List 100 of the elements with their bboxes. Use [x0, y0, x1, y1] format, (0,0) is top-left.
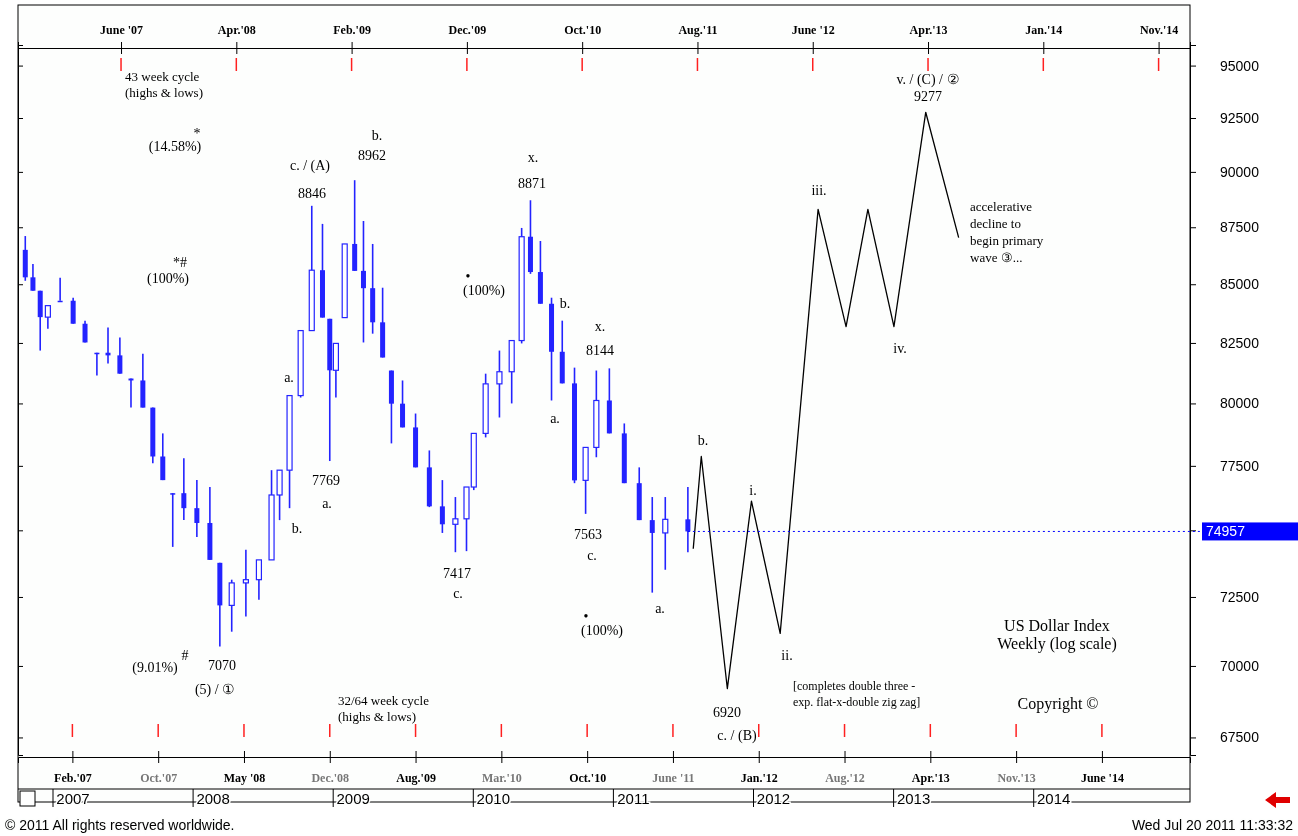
annotation: 7070: [208, 657, 236, 673]
x2-tick-label: Jan.'14: [1025, 23, 1063, 37]
annotation: c.: [453, 585, 463, 601]
candlestick: [496, 349, 503, 419]
annotation: b.: [291, 520, 303, 536]
annotation: (100%): [581, 622, 624, 639]
x-tick-label: May '08: [223, 770, 266, 785]
x2-tick-label: Dec.'09: [448, 23, 487, 37]
y-tick-label: 70000: [1220, 657, 1260, 674]
x-tick-label: Aug.'12: [825, 770, 865, 785]
x2-tick-label: Oct.'10: [564, 23, 602, 37]
candlestick: [255, 559, 263, 601]
annotation: b.: [559, 295, 571, 311]
annotation: [completes double three - exp. flat-x-double zig zag]: [793, 679, 921, 710]
annotation: i.: [749, 482, 757, 498]
x-tick-label: Aug.'09: [396, 770, 436, 785]
annotation: (14.58%): [148, 138, 202, 155]
candlestick: [117, 336, 123, 375]
annotation: *#: [173, 254, 187, 270]
y-tick-label: 80000: [1220, 395, 1260, 412]
text: 2014: [1037, 790, 1071, 808]
y-tick-label: 85000: [1220, 276, 1260, 293]
annotation: (5) / ①: [194, 681, 236, 698]
annotation: c.: [587, 547, 597, 563]
annotation: 32/64 week cycle (highs & lows): [338, 692, 430, 724]
x2-tick-label: June '07: [100, 23, 144, 37]
annotation: *: [193, 125, 201, 141]
x-tick-label: June '14: [1080, 770, 1124, 785]
x-tick-label: Dec.'08: [311, 770, 350, 785]
candlestick: [160, 432, 166, 481]
annotation: c. / (B): [717, 727, 757, 744]
annotation: 9277: [914, 88, 942, 104]
annotation: •: [465, 268, 471, 284]
candlestick: [662, 496, 669, 571]
annotation: ii.: [781, 647, 793, 663]
annotation: x.: [527, 149, 539, 165]
text: 2012: [756, 790, 791, 808]
annotation: Copyright ©: [1017, 694, 1099, 713]
candlestick: [70, 296, 76, 325]
annotation: accelerative decline to begin primary wave ③...: [970, 199, 1044, 266]
annotation: c. / (A): [289, 157, 331, 174]
candlestick: [44, 304, 51, 330]
y-tick-label: 90000: [1220, 163, 1260, 180]
x-tick-label: Apr.'13: [911, 770, 950, 785]
text: 2008: [196, 790, 230, 808]
y-tick-label: 95000: [1220, 57, 1260, 74]
annotation: x.: [594, 318, 606, 334]
candlestick: [228, 578, 235, 633]
x-tick-label: Oct.'10: [569, 770, 607, 785]
x2-tick-label: Nov.'14: [1139, 23, 1179, 37]
annotation: #: [181, 647, 189, 663]
annotation: b.: [371, 127, 383, 143]
x-tick-label: Mar.'10: [481, 770, 522, 785]
candlestick: [181, 457, 187, 521]
ref-line-label: 74957: [1206, 523, 1246, 540]
text: © 2011 All rights reserved worldwide.: [5, 816, 235, 833]
x2-tick-label: Feb.'09: [333, 23, 371, 37]
annotation: 7563: [574, 526, 602, 542]
x2-tick-label: Aug.'11: [678, 23, 718, 37]
text: 2010: [476, 790, 510, 808]
x-tick-label: Jan.'12: [740, 770, 778, 785]
text: Wed Jul 20 2011 11:33:32: [1131, 816, 1294, 833]
x-tick-label: Feb.'07: [54, 770, 92, 785]
x-tick-label: June '11: [652, 770, 695, 785]
candlestick: [452, 496, 459, 553]
annotation: a.: [284, 369, 294, 385]
text: Weekly (log scale): [997, 634, 1117, 653]
y-tick-label: 77500: [1220, 457, 1260, 474]
annotation: v. / (C) / ②: [896, 71, 960, 88]
annotation: b.: [697, 432, 709, 448]
annotation: 8144: [586, 342, 614, 358]
text: US Dollar Index: [1004, 616, 1110, 634]
candlestick: [400, 379, 406, 429]
y-tick-label: 87500: [1220, 219, 1260, 236]
text: 2007: [56, 790, 90, 808]
annotation: 8846: [298, 185, 326, 201]
candlestick: [649, 496, 655, 594]
annotation: a.: [322, 495, 332, 511]
y-tick-label: 67500: [1220, 729, 1260, 746]
annotation: (100%): [147, 270, 190, 287]
candlestick: [360, 220, 366, 344]
y-tick-label: 82500: [1220, 334, 1260, 351]
candlestick: [194, 479, 200, 538]
candlestick: [170, 492, 176, 548]
annotation: 6920: [713, 704, 741, 720]
x2-tick-label: June '12: [791, 23, 835, 37]
annotation: 43 week cycle (highs & lows): [125, 68, 203, 100]
y-tick-label: 72500: [1220, 588, 1260, 605]
candlestick: [439, 479, 445, 534]
text: 2009: [336, 790, 370, 808]
text: 2013: [896, 790, 931, 808]
x-tick-label: Nov.'13: [997, 770, 1036, 785]
annotation: 8962: [358, 147, 386, 163]
annotation: 8871: [518, 175, 546, 191]
annotation: a.: [655, 600, 665, 616]
annotation: iv.: [893, 340, 907, 356]
annotation: •: [583, 608, 589, 624]
annotation: 7417: [443, 565, 471, 581]
annotation: iii.: [811, 182, 827, 198]
y-tick-label: 92500: [1220, 109, 1260, 126]
